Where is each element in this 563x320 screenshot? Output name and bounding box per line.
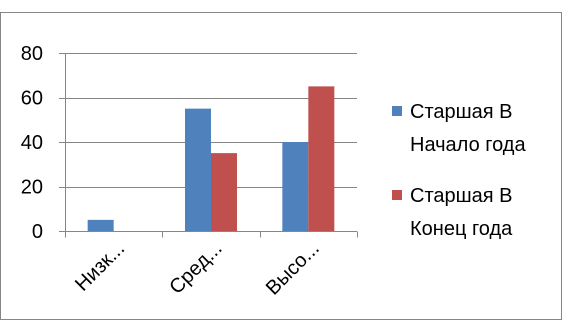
bar [308,86,335,231]
bar [87,219,114,231]
bar [211,153,237,231]
y-tick-label: 20 [21,177,43,199]
legend-swatch [392,106,402,116]
legend-label: Начало года [410,134,526,156]
y-tick-label: 40 [21,132,43,154]
legend: Старшая В Начало года Старшая В Конец года [392,101,526,240]
legend-label: Старшая В [410,185,513,207]
legend-swatch [392,190,402,200]
bar [185,108,211,231]
chart-border [0,12,562,320]
y-tick-labels: 0 20 40 60 80 [21,43,43,243]
y-tick-label: 60 [21,88,43,110]
y-tick-label: 80 [21,43,43,65]
y-tick-label: 0 [32,221,43,243]
legend-label: Старшая В [410,101,513,123]
axes [59,53,358,238]
legend-label: Конец года [410,218,513,240]
bar [282,142,309,231]
bars [87,86,335,231]
